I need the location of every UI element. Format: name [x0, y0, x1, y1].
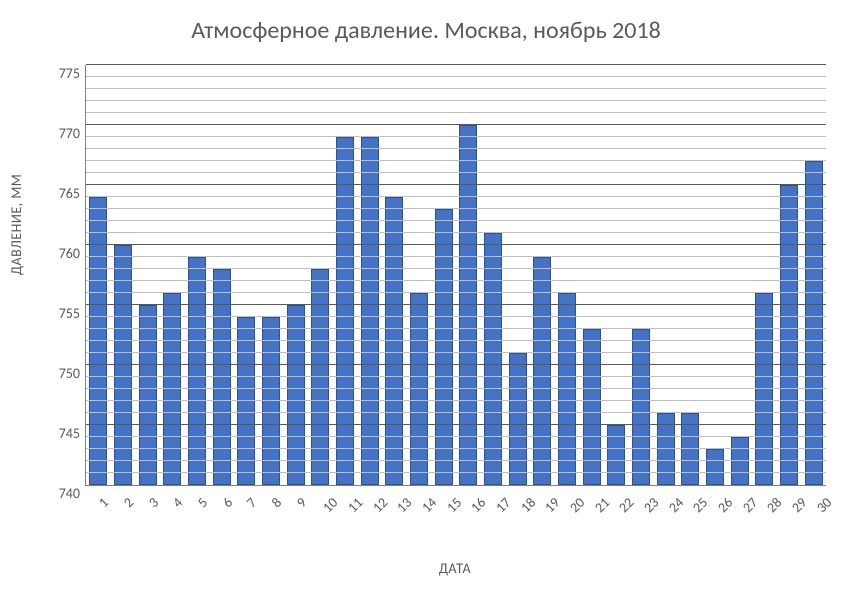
bar	[311, 269, 329, 485]
y-axis-title: ДАВЛЕНИЕ, ММ	[8, 174, 25, 275]
grid-minor-line	[86, 280, 826, 281]
bar	[459, 125, 477, 485]
x-tick-label: 21	[591, 494, 613, 516]
x-tick-label: 8	[268, 494, 285, 511]
x-tick-label: 22	[615, 494, 637, 516]
grid-minor-line	[86, 232, 826, 233]
x-axis-title: ДАТА	[85, 560, 825, 577]
grid-minor-line	[86, 88, 826, 89]
chart-title: Атмосферное давление. Москва, ноябрь 201…	[0, 16, 852, 45]
x-tick-label: 1	[95, 494, 112, 511]
chart-container: Атмосферное давление. Москва, ноябрь 201…	[0, 0, 852, 589]
grid-minor-line	[86, 460, 826, 461]
grid-minor-line	[86, 316, 826, 317]
grid-minor-line	[86, 100, 826, 101]
grid-minor-line	[86, 220, 826, 221]
bar	[780, 185, 798, 485]
grid-minor-line	[86, 436, 826, 437]
bar	[89, 197, 107, 485]
x-tick-label: 3	[145, 494, 162, 511]
bar	[435, 209, 453, 485]
bar	[731, 437, 749, 485]
bar	[139, 305, 157, 485]
x-tick-label: 27	[739, 494, 761, 516]
x-tick-label: 29	[788, 494, 810, 516]
bar	[361, 137, 379, 485]
plot-area	[85, 65, 826, 486]
bar	[163, 293, 181, 485]
x-tick-label: 10	[319, 494, 341, 516]
bar	[114, 245, 132, 485]
grid-minor-line	[86, 388, 826, 389]
grid-minor-line	[86, 376, 826, 377]
bar	[509, 353, 527, 485]
x-tick-label: 30	[813, 494, 835, 516]
x-tick-label: 16	[467, 494, 489, 516]
x-tick-label: 18	[517, 494, 539, 516]
grid-minor-line	[86, 472, 826, 473]
grid-minor-line	[86, 352, 826, 353]
x-tick-label: 2	[120, 494, 137, 511]
grid-minor-line	[86, 292, 826, 293]
grid-minor-line	[86, 160, 826, 161]
x-axis-labels: 1234567891011121314151617181920212223242…	[85, 490, 825, 530]
x-tick-label: 6	[219, 494, 236, 511]
grid-minor-line	[86, 400, 826, 401]
bar	[336, 137, 354, 485]
grid-minor-line	[86, 412, 826, 413]
bar	[213, 269, 231, 485]
grid-minor-line	[86, 268, 826, 269]
bar	[558, 293, 576, 485]
bar	[385, 197, 403, 485]
x-tick-label: 20	[566, 494, 588, 516]
x-tick-label: 7	[243, 494, 260, 511]
grid-minor-line	[86, 448, 826, 449]
x-tick-label: 5	[194, 494, 211, 511]
grid-minor-line	[86, 340, 826, 341]
x-tick-label: 17	[492, 494, 514, 516]
grid-minor-line	[86, 76, 826, 77]
bars-layer	[86, 65, 826, 485]
grid-minor-line	[86, 136, 826, 137]
grid-minor-line	[86, 208, 826, 209]
x-tick-label: 24	[665, 494, 687, 516]
x-tick-label: 28	[763, 494, 785, 516]
grid-minor-line	[86, 256, 826, 257]
grid-minor-line	[86, 196, 826, 197]
x-tick-label: 19	[541, 494, 563, 516]
grid-major-line	[86, 424, 826, 425]
bar	[410, 293, 428, 485]
x-tick-label: 11	[344, 494, 366, 516]
x-tick-label: 9	[293, 494, 310, 511]
grid-major-line	[86, 64, 826, 65]
x-tick-label: 15	[443, 494, 465, 516]
grid-major-line	[86, 364, 826, 365]
grid-major-line	[86, 244, 826, 245]
grid-minor-line	[86, 112, 826, 113]
x-tick-label: 23	[640, 494, 662, 516]
grid-minor-line	[86, 148, 826, 149]
bar	[755, 293, 773, 485]
grid-minor-line	[86, 172, 826, 173]
grid-major-line	[86, 304, 826, 305]
x-tick-label: 26	[714, 494, 736, 516]
x-tick-label: 13	[393, 494, 415, 516]
x-tick-label: 14	[418, 494, 440, 516]
bar	[287, 305, 305, 485]
x-tick-label: 4	[169, 494, 186, 511]
grid-major-line	[86, 124, 826, 125]
y-axis-labels: 740745750755760765770775	[40, 65, 80, 485]
bar	[706, 449, 724, 485]
x-tick-label: 25	[689, 494, 711, 516]
grid-minor-line	[86, 328, 826, 329]
x-tick-label: 12	[369, 494, 391, 516]
bar	[607, 425, 625, 485]
grid-major-line	[86, 184, 826, 185]
